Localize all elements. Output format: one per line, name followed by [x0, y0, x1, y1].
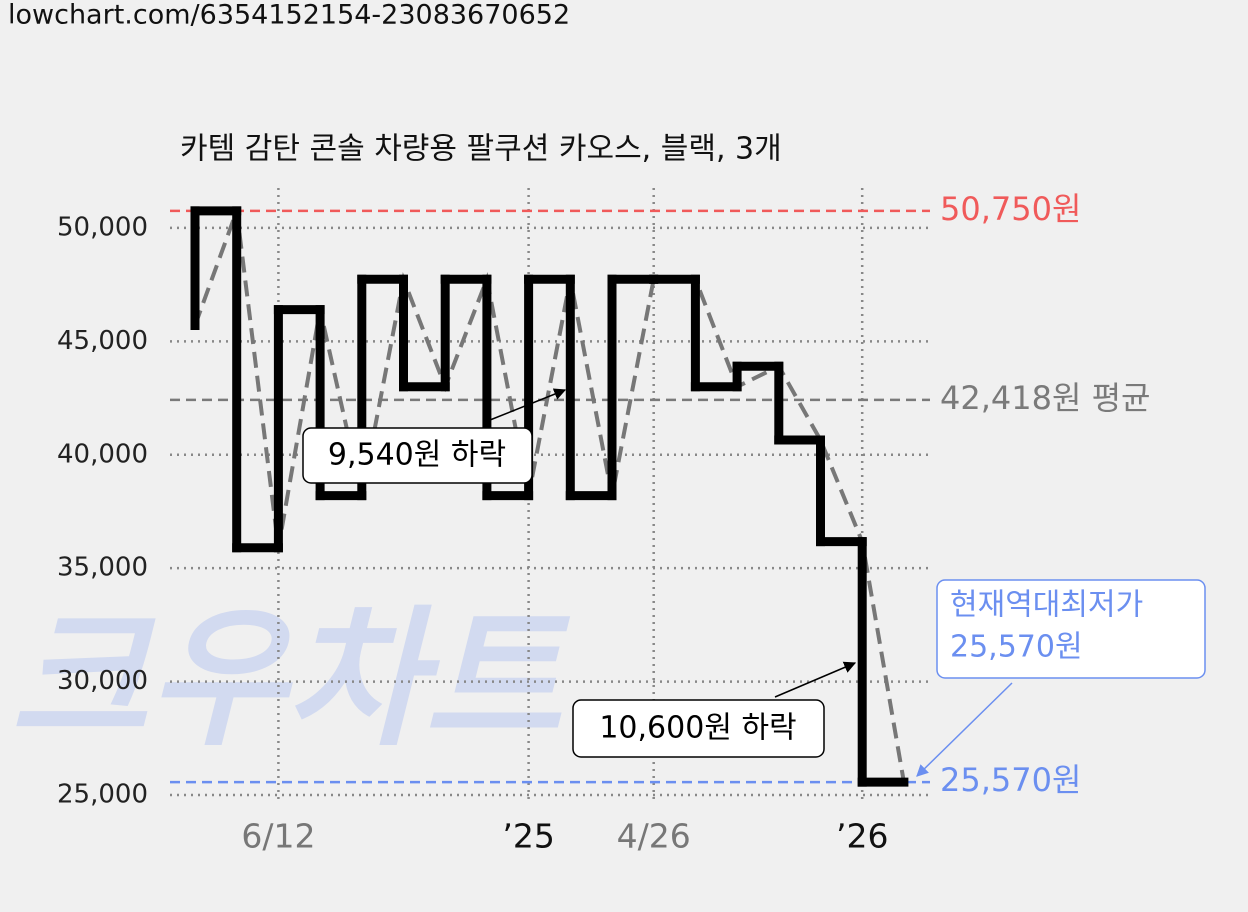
arrow [916, 682, 1013, 777]
y-tick-label: 25,000 [57, 780, 148, 810]
reference-label: 25,570원 [940, 761, 1081, 799]
plot: 25,000 30,000 35,000 40,000 45,000 50,000 6/12… [57, 188, 1150, 856]
x-tick-label: ’26 [836, 817, 888, 856]
annotation-box [302, 427, 533, 484]
x-tick-label: ’25 [502, 817, 554, 856]
annotation: 10,600원 하락 [572, 661, 857, 758]
y-tick-label: 35,000 [57, 553, 148, 583]
annotation-box [936, 579, 1206, 679]
arrow [774, 661, 857, 698]
watermark: 크우차트 [10, 593, 571, 767]
y-tick-label: 40,000 [57, 439, 148, 469]
chart-title: 카템 감탄 콘솔 차량용 팔쿠션 카오스, 블랙, 3개 [180, 132, 782, 167]
y-tick-label: 45,000 [57, 326, 148, 356]
annotation: 현재역대최저가 25,570원 [916, 579, 1206, 777]
annotation: 9,540원 하락 [302, 388, 567, 484]
y-tick-label: 30,000 [57, 666, 148, 696]
trend-line [193, 210, 906, 783]
x-tick-label: 6/12 [241, 817, 315, 856]
reference-label: 42,418원 평균 [940, 379, 1150, 417]
x-tick-label: 4/26 [617, 817, 691, 856]
reference-label: 50,750원 [940, 190, 1081, 228]
url: lowchart.com/6354152154-23083670652 [8, 0, 570, 31]
annotation-text: 25,570원 [950, 630, 1083, 665]
annotation-text: 9,540원 하락 [328, 438, 506, 473]
arrow [489, 388, 567, 421]
annotation-text: 10,600원 하락 [599, 711, 796, 746]
y-tick-label: 50,000 [57, 212, 148, 242]
annotation-text: 현재역대최저가 [950, 588, 1143, 623]
annotation-box [572, 699, 825, 758]
